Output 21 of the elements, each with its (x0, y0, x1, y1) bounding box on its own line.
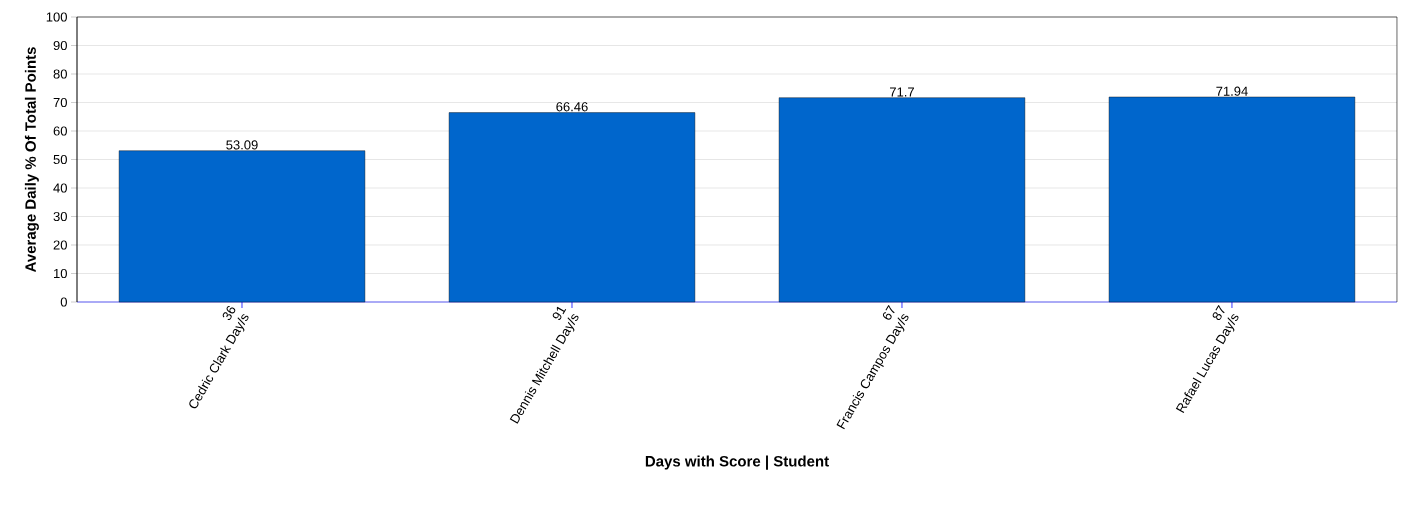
x-axis-title: Days with Score | Student (645, 455, 829, 470)
data-label: 71.94 (1216, 86, 1248, 96)
y-tick-label: 80 (53, 69, 67, 79)
y-tick-label: 40 (53, 183, 67, 193)
y-tick-label: 70 (53, 97, 67, 108)
y-tick-label: 10 (54, 268, 67, 279)
bar (448, 112, 696, 303)
y-axis-title: Average Daily % Of Total Points (24, 47, 39, 273)
bar (118, 150, 366, 303)
y-tick-label: 20 (53, 240, 67, 250)
y-tick-label: 100 (46, 12, 67, 22)
data-label: 66.46 (556, 102, 588, 112)
bar (778, 97, 1026, 303)
bar (1108, 96, 1356, 303)
y-tick-label: 0 (60, 297, 67, 307)
data-label: 53.09 (226, 140, 258, 150)
y-tick-label: 30 (53, 211, 67, 222)
y-tick-label: 60 (53, 126, 67, 136)
y-tick-label: 90 (53, 40, 67, 51)
data-label: 71.7 (890, 87, 914, 97)
y-tick-label: 50 (53, 154, 67, 165)
